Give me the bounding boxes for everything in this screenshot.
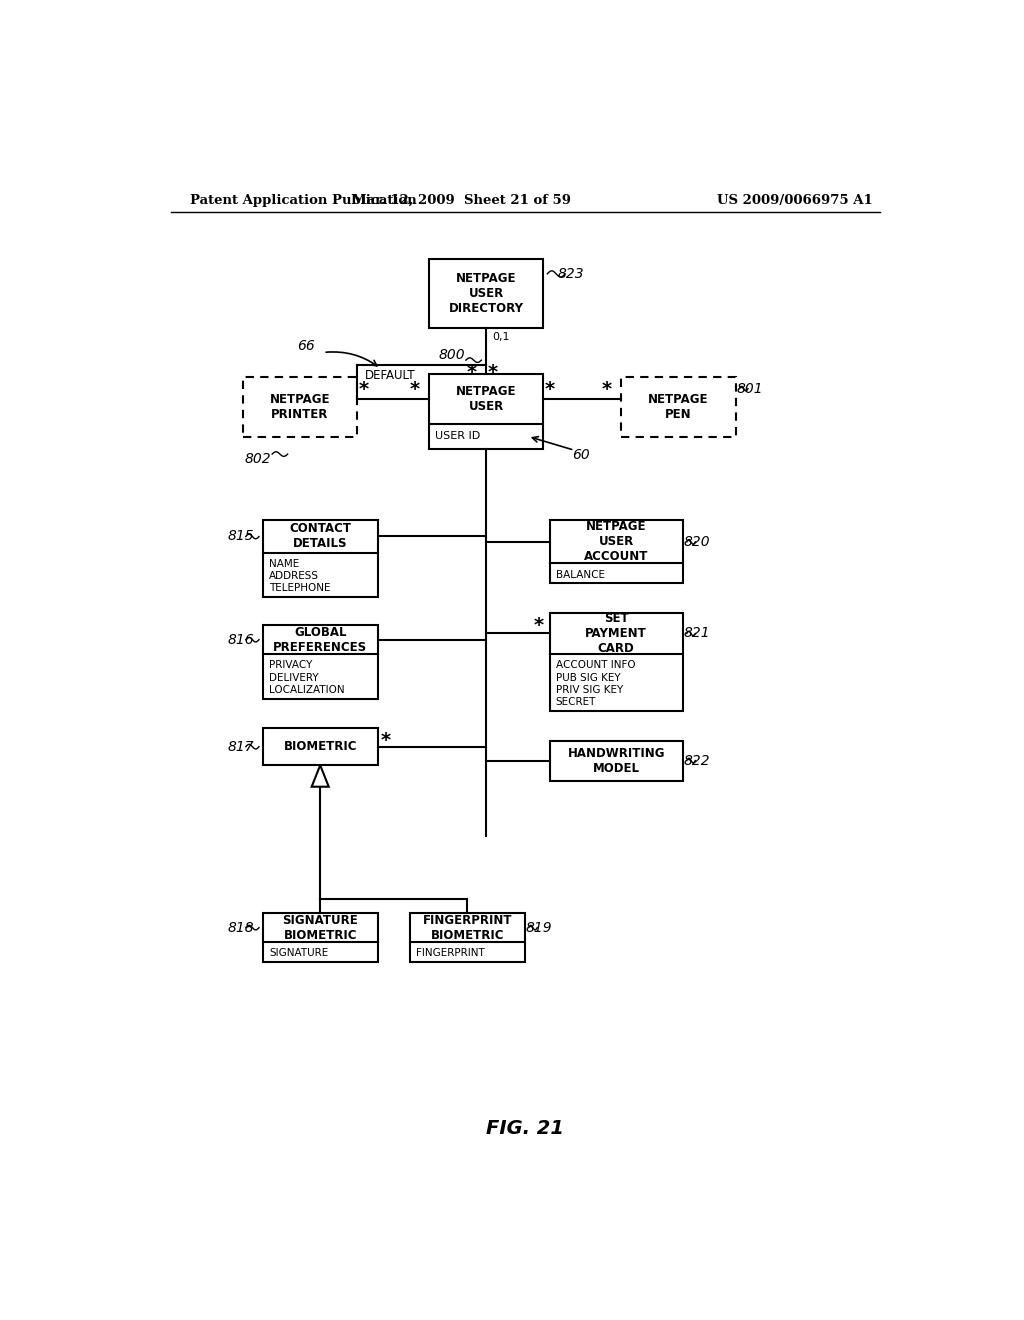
Text: TELEPHONE: TELEPHONE [269,583,331,594]
Text: DEFAULT: DEFAULT [366,370,416,381]
Text: 822: 822 [684,754,711,767]
Text: NETPAGE
USER: NETPAGE USER [456,385,516,413]
Text: *: * [487,363,498,381]
Text: 60: 60 [571,447,590,462]
Text: 817: 817 [227,739,254,754]
Text: BIOMETRIC: BIOMETRIC [284,741,357,754]
Text: NETPAGE
USER
ACCOUNT: NETPAGE USER ACCOUNT [584,520,648,564]
Text: NETPAGE
PRINTER: NETPAGE PRINTER [269,393,331,421]
Bar [410,913,525,962]
Text: 816: 816 [227,632,254,647]
Text: NAME: NAME [269,558,299,569]
Text: US 2009/0066975 A1: US 2009/0066975 A1 [717,194,872,207]
Text: CONTACT
DETAILS: CONTACT DETAILS [289,523,351,550]
Bar [263,729,378,766]
Text: FIG. 21: FIG. 21 [485,1119,564,1138]
Text: 820: 820 [684,535,711,549]
Text: *: * [602,380,612,399]
Text: 818: 818 [227,920,254,935]
Text: SET
PAYMENT
CARD: SET PAYMENT CARD [586,612,647,655]
Text: 815: 815 [227,529,254,544]
Text: HANDWRITING
MODEL: HANDWRITING MODEL [567,747,665,775]
Text: USER ID: USER ID [435,432,480,441]
Text: *: * [358,380,369,399]
Bar [550,741,683,780]
Text: 66: 66 [297,338,315,352]
Text: Patent Application Publication: Patent Application Publication [190,194,417,207]
Text: FINGERPRINT
BIOMETRIC: FINGERPRINT BIOMETRIC [423,913,512,941]
Text: 801: 801 [736,381,763,396]
Text: SECRET: SECRET [556,697,596,708]
Bar [263,913,378,962]
Bar [550,612,683,711]
Text: 800: 800 [438,347,465,362]
Bar [621,378,735,437]
Text: *: * [410,380,420,399]
Text: PUB SIG KEY: PUB SIG KEY [556,673,621,682]
Text: Mar. 12, 2009  Sheet 21 of 59: Mar. 12, 2009 Sheet 21 of 59 [352,194,570,207]
Text: PRIV SIG KEY: PRIV SIG KEY [556,685,623,696]
Text: BALANCE: BALANCE [556,570,605,579]
Bar [429,259,544,327]
Text: *: * [380,731,390,750]
Text: 802: 802 [245,451,271,466]
Bar [263,626,378,700]
Bar [243,378,357,437]
Text: 823: 823 [557,267,584,281]
Text: *: * [545,380,555,399]
Text: 819: 819 [525,920,552,935]
Text: NETPAGE
PEN: NETPAGE PEN [648,393,709,421]
Text: FINGERPRINT: FINGERPRINT [417,949,485,958]
Text: SIGNATURE: SIGNATURE [269,949,329,958]
Text: PRIVACY: PRIVACY [269,660,312,671]
Bar [263,520,378,598]
Text: NETPAGE
USER
DIRECTORY: NETPAGE USER DIRECTORY [449,272,523,314]
Text: GLOBAL
PREFERENCES: GLOBAL PREFERENCES [273,626,368,653]
Text: 0,1: 0,1 [493,333,510,342]
Text: LOCALIZATION: LOCALIZATION [269,685,345,696]
Text: DELIVERY: DELIVERY [269,673,318,682]
Bar [550,520,683,583]
Bar [429,374,544,449]
Text: 821: 821 [684,627,711,640]
Text: SIGNATURE
BIOMETRIC: SIGNATURE BIOMETRIC [283,913,358,941]
Text: *: * [467,363,477,381]
Polygon shape [311,766,329,787]
Text: ADDRESS: ADDRESS [269,572,319,581]
Text: ACCOUNT INFO: ACCOUNT INFO [556,660,636,671]
Text: *: * [534,616,544,635]
